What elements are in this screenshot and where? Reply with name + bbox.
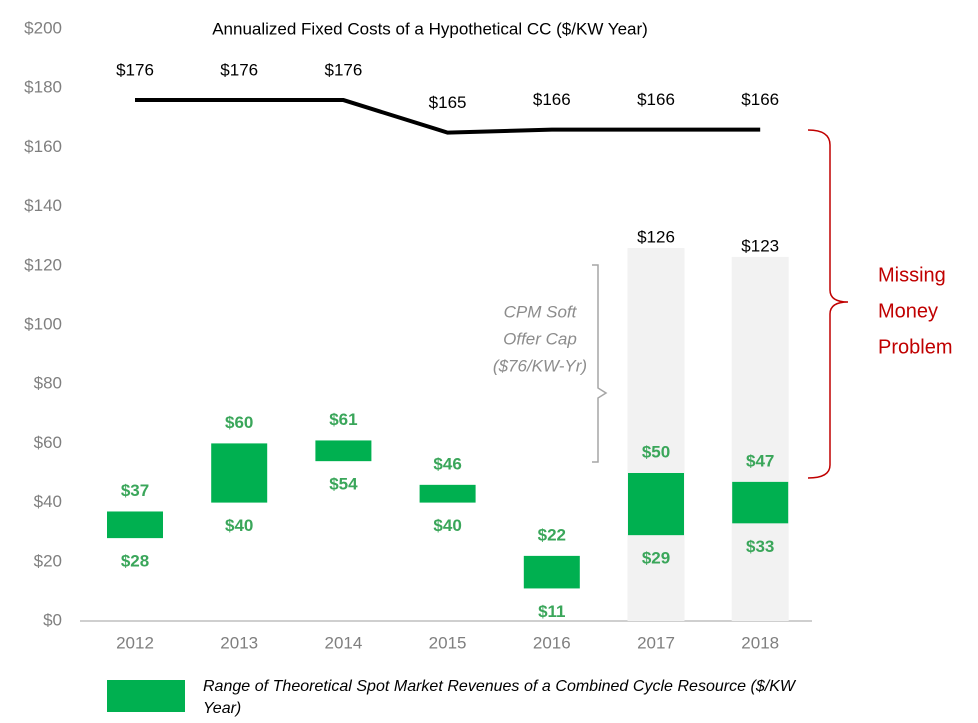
low-label: $28	[121, 552, 149, 571]
high-label: $22	[538, 525, 566, 544]
line-label: $166	[637, 90, 675, 109]
x-tick-label: 2014	[324, 633, 362, 652]
y-tick-label: $0	[43, 610, 62, 629]
legend-label: Range of Theoretical Spot Market Revenue…	[203, 678, 795, 717]
cap-label: $126	[637, 228, 675, 247]
line-label: $165	[429, 93, 467, 112]
x-tick-label: 2018	[741, 633, 779, 652]
low-label: $40	[225, 516, 253, 535]
cap-annotation: CPM Soft	[504, 302, 578, 321]
low-label: $40	[433, 516, 461, 535]
y-tick-label: $160	[24, 137, 62, 156]
high-label: $46	[433, 454, 461, 473]
y-tick-label: $80	[34, 374, 62, 393]
cap-label: $123	[741, 236, 779, 255]
line-label: $176	[220, 61, 258, 80]
high-label: $61	[329, 410, 357, 429]
y-tick-label: $60	[34, 433, 62, 452]
y-tick-label: $20	[34, 551, 62, 570]
range-bar	[315, 440, 372, 462]
fixed-cost-line	[135, 98, 761, 135]
cap-annotation: ($76/KW-Yr)	[493, 356, 587, 375]
legend-swatch	[107, 680, 185, 712]
y-tick-label: $140	[24, 196, 62, 215]
cap-bar	[731, 256, 789, 621]
chart-title: Annualized Fixed Costs of a Hypothetical…	[212, 19, 648, 38]
x-tick-label: 2013	[220, 633, 258, 652]
gap-annotation: Missing	[878, 264, 946, 286]
low-label: $33	[746, 537, 774, 556]
range-bar	[419, 484, 476, 503]
line-label: $176	[116, 61, 154, 80]
high-label: $60	[225, 413, 253, 432]
range-bar	[211, 443, 268, 503]
y-tick-label: $200	[24, 18, 62, 37]
y-tick-label: $100	[24, 314, 62, 333]
range-bar	[628, 473, 684, 536]
range-bar	[732, 481, 789, 524]
gap-bracket	[807, 129, 849, 479]
cap-bracket	[592, 264, 608, 463]
y-tick-label: $40	[34, 492, 62, 511]
line-label: $166	[741, 90, 779, 109]
range-bar	[107, 511, 163, 539]
x-tick-label: 2017	[637, 633, 675, 652]
high-label: $50	[642, 442, 670, 461]
line-label: $176	[324, 61, 362, 80]
cap-bar	[627, 248, 685, 622]
cap-annotation: Offer Cap	[503, 329, 577, 348]
low-label: $54	[329, 475, 358, 494]
high-label: $37	[121, 481, 149, 500]
x-tick-label: 2012	[116, 633, 154, 652]
low-label: $29	[642, 549, 670, 568]
x-tick-label: 2015	[429, 633, 467, 652]
y-tick-label: $180	[24, 78, 62, 97]
line-label: $166	[533, 90, 571, 109]
low-label: $11	[538, 602, 565, 621]
y-tick-label: $120	[24, 255, 62, 274]
high-label: $47	[746, 451, 774, 470]
gap-annotation: Money	[878, 300, 938, 322]
gap-annotation: Problem	[878, 336, 952, 358]
range-bar	[523, 555, 580, 589]
x-tick-label: 2016	[533, 633, 571, 652]
